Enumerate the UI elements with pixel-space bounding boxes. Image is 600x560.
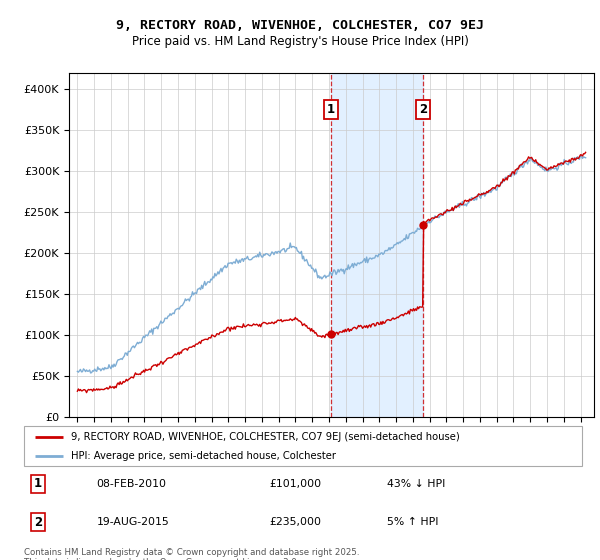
Text: 9, RECTORY ROAD, WIVENHOE, COLCHESTER, CO7 9EJ: 9, RECTORY ROAD, WIVENHOE, COLCHESTER, C… — [116, 18, 484, 32]
Bar — [331, 73, 423, 417]
Text: 2: 2 — [419, 103, 427, 116]
Text: Price paid vs. HM Land Registry's House Price Index (HPI): Price paid vs. HM Land Registry's House … — [131, 35, 469, 48]
Text: Contains HM Land Registry data © Crown copyright and database right 2025.
This d: Contains HM Land Registry data © Crown c… — [24, 548, 359, 560]
Text: 1: 1 — [34, 477, 42, 490]
Text: HPI: Average price, semi-detached house, Colchester: HPI: Average price, semi-detached house,… — [71, 451, 337, 461]
Text: 9, RECTORY ROAD, WIVENHOE, COLCHESTER, CO7 9EJ (semi-detached house): 9, RECTORY ROAD, WIVENHOE, COLCHESTER, C… — [71, 432, 460, 442]
Text: 2: 2 — [34, 516, 42, 529]
Text: 1: 1 — [326, 103, 335, 116]
Text: £101,000: £101,000 — [269, 479, 322, 489]
FancyBboxPatch shape — [24, 426, 582, 466]
Text: 19-AUG-2015: 19-AUG-2015 — [97, 517, 169, 527]
Text: £235,000: £235,000 — [269, 517, 322, 527]
Text: 5% ↑ HPI: 5% ↑ HPI — [387, 517, 438, 527]
Text: 43% ↓ HPI: 43% ↓ HPI — [387, 479, 445, 489]
Text: 08-FEB-2010: 08-FEB-2010 — [97, 479, 167, 489]
